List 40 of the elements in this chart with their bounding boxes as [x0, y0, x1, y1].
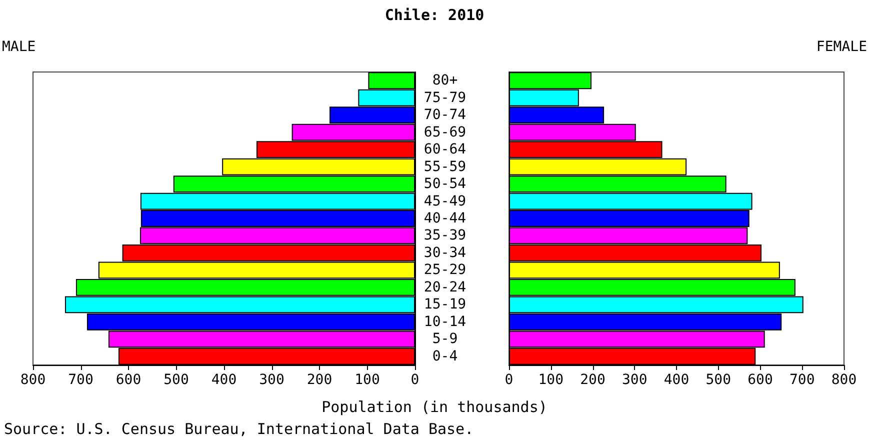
chart-title: Chile: 2010 [384, 6, 486, 24]
x-tick-label: 300 [622, 372, 648, 388]
y-tick-label: 0-4 [432, 348, 458, 364]
y-tick-label: 45-49 [424, 193, 466, 210]
x-tick-label: 100 [538, 372, 564, 388]
y-tick-label: 30-34 [424, 244, 466, 261]
y-tick-label: 20-24 [424, 279, 466, 296]
x-tick-label: 200 [580, 372, 606, 388]
y-tick-label: 70-74 [424, 107, 466, 124]
x-tick-label: 0 [504, 372, 514, 388]
x-tick-label: 500 [164, 372, 189, 388]
y-tick-label: 40-44 [424, 210, 466, 226]
x-tick-label: 700 [789, 372, 815, 388]
y-tick-label: 10-14 [424, 314, 466, 330]
y-tick-label: 25-29 [424, 262, 466, 278]
x-tick-label: 0 [410, 372, 420, 388]
x-tick-label: 200 [306, 372, 332, 388]
x-tick-label: 600 [116, 372, 142, 388]
y-tick-label: 50-54 [424, 176, 466, 192]
x-tick-label: 800 [20, 372, 46, 388]
x-axis-title: Population (in thousands) [320, 398, 548, 416]
y-tick-label: 60-64 [424, 142, 466, 158]
x-tick-label: 400 [211, 372, 237, 388]
x-tick-label: 100 [354, 372, 380, 388]
y-tick-label: 5-9 [432, 331, 458, 348]
y-tick-label: 80+ [432, 72, 458, 89]
y-tick-label: 15-19 [424, 296, 466, 313]
y-tick-label: 55-59 [424, 158, 466, 175]
text: MALE [2, 39, 36, 55]
y-tick-label: 65-69 [424, 124, 466, 140]
source-note: Source: U.S. Census Bureau, International Data Base. [4, 420, 474, 438]
text: FEMALE [816, 39, 868, 55]
x-tick-label: 400 [664, 372, 690, 388]
x-tick-label: 500 [706, 372, 732, 388]
x-tick-label: 700 [68, 372, 94, 388]
x-tick-label: 600 [748, 372, 773, 388]
x-tick-label: 300 [259, 372, 284, 388]
y-tick-label: 75-79 [424, 90, 466, 106]
y-tick-label: 35-39 [424, 228, 466, 244]
x-tick-label: 800 [831, 372, 857, 388]
